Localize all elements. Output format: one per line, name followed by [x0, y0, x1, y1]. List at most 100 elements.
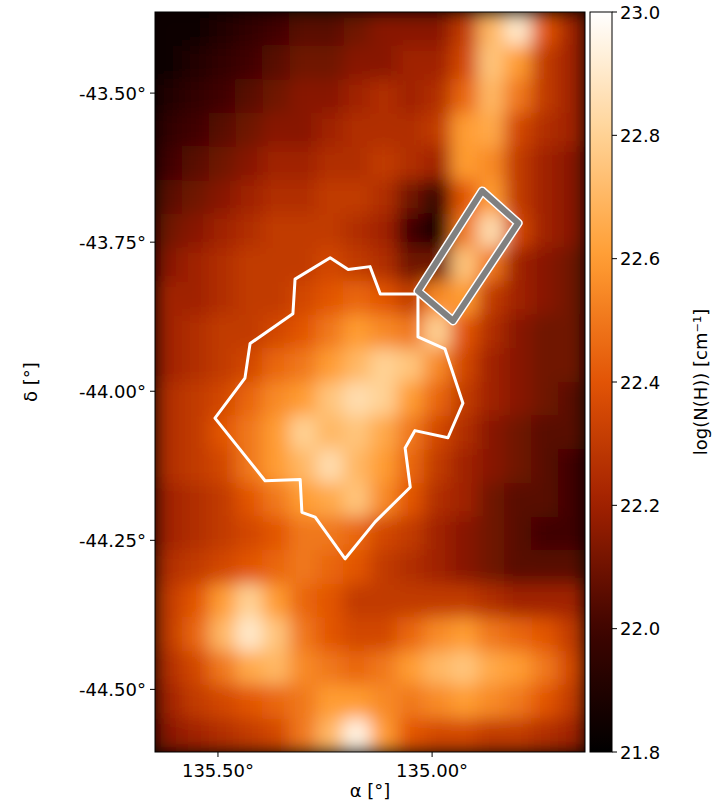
heatmap-cell — [424, 584, 451, 618]
heatmap-cell — [289, 651, 316, 685]
heatmap-cell — [424, 617, 451, 651]
heatmap-cell — [236, 180, 263, 214]
heatmap-cell — [451, 584, 478, 618]
heatmap-cell — [343, 46, 370, 80]
heatmap-cell — [504, 416, 531, 450]
heatmap-cell — [155, 584, 182, 618]
heatmap-cell — [424, 147, 451, 181]
heatmap-cell — [155, 79, 182, 113]
heatmap-cell — [343, 617, 370, 651]
heatmap-cell — [531, 416, 558, 450]
heatmap-cell — [182, 617, 209, 651]
colorbar-title: log(N(H)) [cm⁻¹] — [690, 309, 711, 455]
heatmap-cell — [316, 147, 343, 181]
heatmap-cell — [155, 180, 182, 214]
colorbar-tick — [612, 382, 617, 383]
heatmap-cell — [504, 382, 531, 416]
heatmap-cell — [558, 718, 585, 752]
heatmap-cell — [289, 315, 316, 349]
heatmap-cell — [531, 315, 558, 349]
heatmap-cell — [531, 348, 558, 382]
heatmap-cell — [531, 281, 558, 315]
heatmap-cell — [424, 651, 451, 685]
heatmap-cell — [209, 449, 236, 483]
heatmap-cell — [155, 651, 182, 685]
plot-area — [155, 12, 585, 752]
heatmap-cell — [236, 617, 263, 651]
heatmap-cell — [504, 651, 531, 685]
heatmap-cell — [370, 382, 397, 416]
heatmap-cell — [155, 281, 182, 315]
heatmap-cell — [289, 685, 316, 719]
heatmap-cell — [236, 517, 263, 551]
heatmap-cell — [558, 617, 585, 651]
colorbar — [590, 12, 612, 752]
heatmap-cell — [209, 214, 236, 248]
colorbar-tick — [612, 505, 617, 506]
heatmap-cell — [424, 12, 451, 46]
heatmap-cell — [424, 113, 451, 147]
heatmap-cell — [289, 79, 316, 113]
heatmap-cell — [531, 550, 558, 584]
heatmap-cell — [478, 584, 505, 618]
heatmap-cell — [316, 382, 343, 416]
heatmap-cell — [289, 382, 316, 416]
heatmap-cell — [558, 147, 585, 181]
heatmap-cell — [343, 79, 370, 113]
heatmap-cell — [558, 315, 585, 349]
colorbar-tick-label: 22.8 — [620, 125, 660, 146]
heatmap-cell — [424, 382, 451, 416]
heatmap-cell — [209, 651, 236, 685]
heatmap-cell — [289, 617, 316, 651]
heatmap-cell — [343, 382, 370, 416]
heatmap-cell — [424, 550, 451, 584]
heatmap-cell — [263, 651, 290, 685]
y-tick — [150, 93, 155, 94]
heatmap-cell — [424, 718, 451, 752]
heatmap-cell — [263, 214, 290, 248]
y-tick-label: -44.00° — [79, 381, 146, 402]
colorbar-tick — [612, 628, 617, 629]
heatmap-cell — [478, 617, 505, 651]
region-outline — [418, 191, 518, 321]
figure: 135.50°135.00°-43.50°-43.75°-44.00°-44.2… — [0, 0, 724, 805]
heatmap-cell — [478, 483, 505, 517]
heatmap-cell — [504, 79, 531, 113]
colorbar-tick-label: 22.6 — [620, 248, 660, 269]
heatmap-cell — [397, 113, 424, 147]
x-tick-label: 135.50° — [182, 760, 254, 781]
heatmap-cell — [531, 483, 558, 517]
heatmap-cell — [155, 315, 182, 349]
heatmap-cell — [236, 247, 263, 281]
heatmap-cell — [263, 113, 290, 147]
heatmap-cell — [155, 685, 182, 719]
y-tick — [150, 242, 155, 243]
heatmap-cell — [370, 315, 397, 349]
heatmap-cell — [531, 79, 558, 113]
heatmap-cell — [209, 247, 236, 281]
heatmap-cell — [531, 12, 558, 46]
heatmap-cell — [209, 180, 236, 214]
heatmap-cell — [558, 517, 585, 551]
heatmap-cell — [263, 718, 290, 752]
heatmap-cell — [316, 651, 343, 685]
heatmap-cell — [209, 685, 236, 719]
heatmap-cell — [155, 718, 182, 752]
heatmap-cell — [155, 147, 182, 181]
heatmap-cell — [263, 685, 290, 719]
colorbar-tick — [612, 135, 617, 136]
heatmap-cell — [182, 180, 209, 214]
heatmap-cell — [558, 382, 585, 416]
heatmap-cell — [397, 247, 424, 281]
heatmap-cell — [343, 315, 370, 349]
heatmap-cell — [289, 113, 316, 147]
heatmap-cell — [504, 685, 531, 719]
heatmap-cell — [370, 12, 397, 46]
heatmap-cell — [504, 147, 531, 181]
heatmap-cell — [370, 46, 397, 80]
heatmap-cell — [316, 214, 343, 248]
plot-frame — [155, 12, 585, 752]
heatmap-cell — [343, 483, 370, 517]
colorbar-tick-label: 21.8 — [620, 742, 660, 763]
heatmap-cell — [289, 214, 316, 248]
